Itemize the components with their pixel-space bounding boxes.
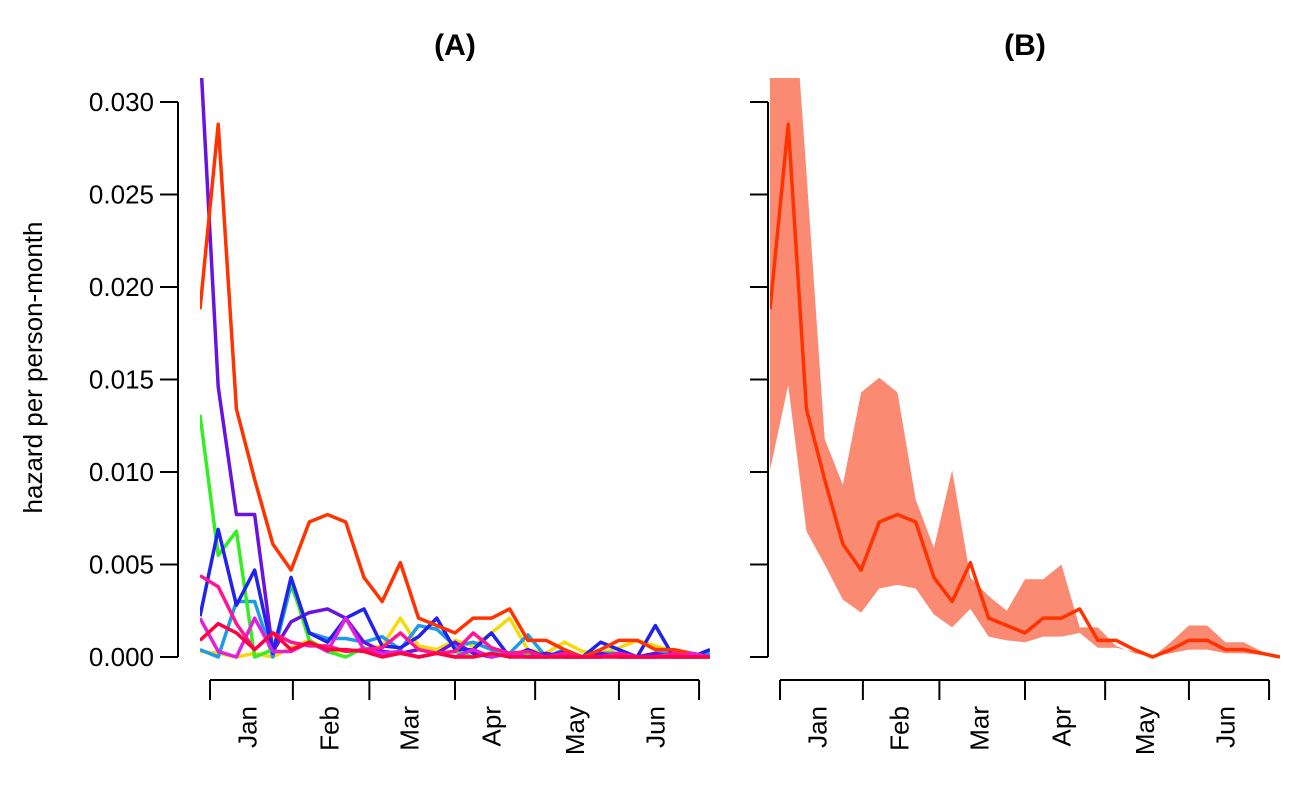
y-tick-label: 0.005 (89, 550, 154, 580)
y-tick-label: 0.000 (89, 642, 154, 672)
chart-title: (A) (434, 29, 476, 62)
x-tick-label: Jan (232, 706, 262, 748)
series-line (200, 621, 710, 659)
x-tick-label: Apr (476, 706, 506, 747)
series-line (200, 414, 710, 659)
x-tick-label: Feb (314, 706, 344, 751)
y-tick-label: 0.015 (89, 365, 154, 395)
y-tick-label: 0.010 (89, 457, 154, 487)
x-tick-label: Feb (884, 706, 914, 751)
y-tick-label: 0.025 (89, 180, 154, 210)
x-tick-label: May (560, 706, 590, 755)
x-tick-label: Mar (394, 706, 424, 751)
x-tick-label: May (1130, 706, 1160, 755)
confidence-band (770, 78, 1280, 657)
y-tick-label: 0.020 (89, 272, 154, 302)
series-line (770, 122, 1280, 659)
x-tick-label: Jan (802, 706, 832, 748)
series-line (200, 78, 710, 659)
x-tick-label: Jun (640, 706, 670, 748)
x-tick-label: Apr (1046, 706, 1076, 747)
y-tick-label: 0.030 (89, 87, 154, 117)
plot-area (770, 78, 1280, 659)
plot-area (200, 78, 710, 659)
series-line (200, 122, 710, 659)
y-axis-label: hazard per person-month (18, 222, 48, 514)
x-tick-label: Jun (1210, 706, 1240, 748)
x-tick-label: Mar (964, 706, 994, 751)
chart-title: (B) (1004, 29, 1046, 62)
series-line (200, 574, 710, 659)
